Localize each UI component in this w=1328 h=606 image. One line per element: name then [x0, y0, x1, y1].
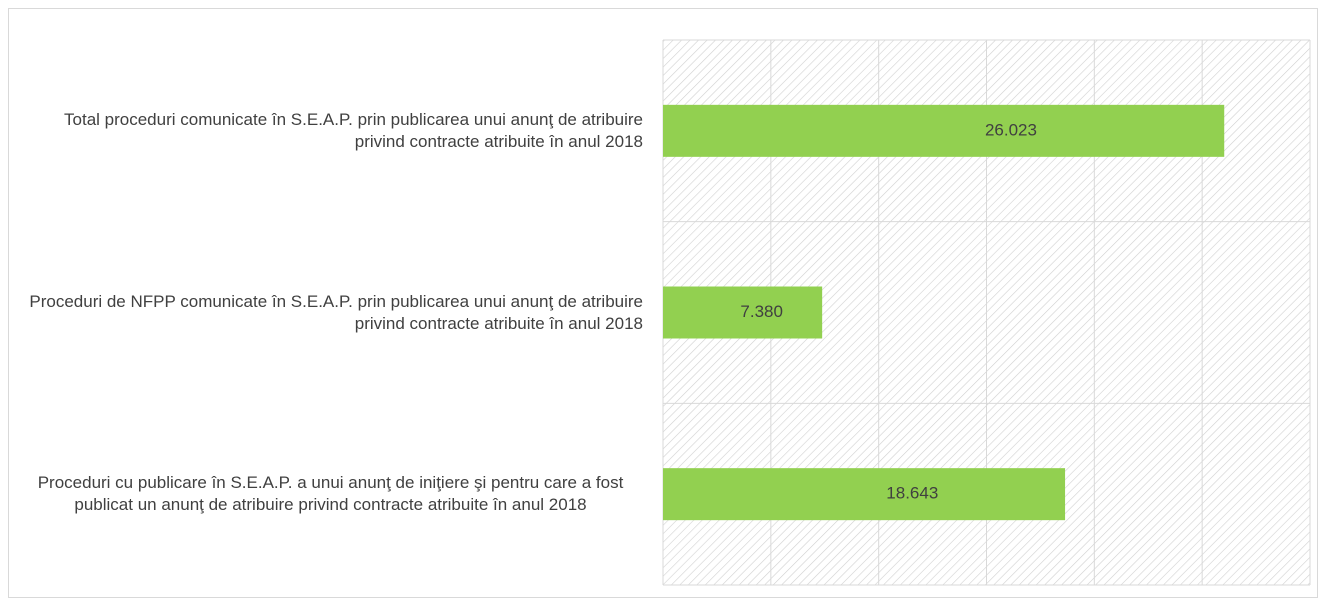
value-label: 18.643 [886, 484, 938, 503]
category-label: Proceduri de NFPP comunicate în S.E.A.P.… [29, 291, 643, 333]
category-label: Proceduri cu publicare în S.E.A.P. a unu… [37, 473, 624, 515]
value-label: 7.380 [740, 302, 783, 321]
frame [8, 8, 1318, 598]
bar [663, 468, 1066, 521]
category-label: Total proceduri comunicate în S.E.A.P. p… [64, 109, 643, 151]
value-label: 26.023 [985, 120, 1037, 139]
bar [663, 286, 823, 339]
bar [663, 104, 1225, 157]
